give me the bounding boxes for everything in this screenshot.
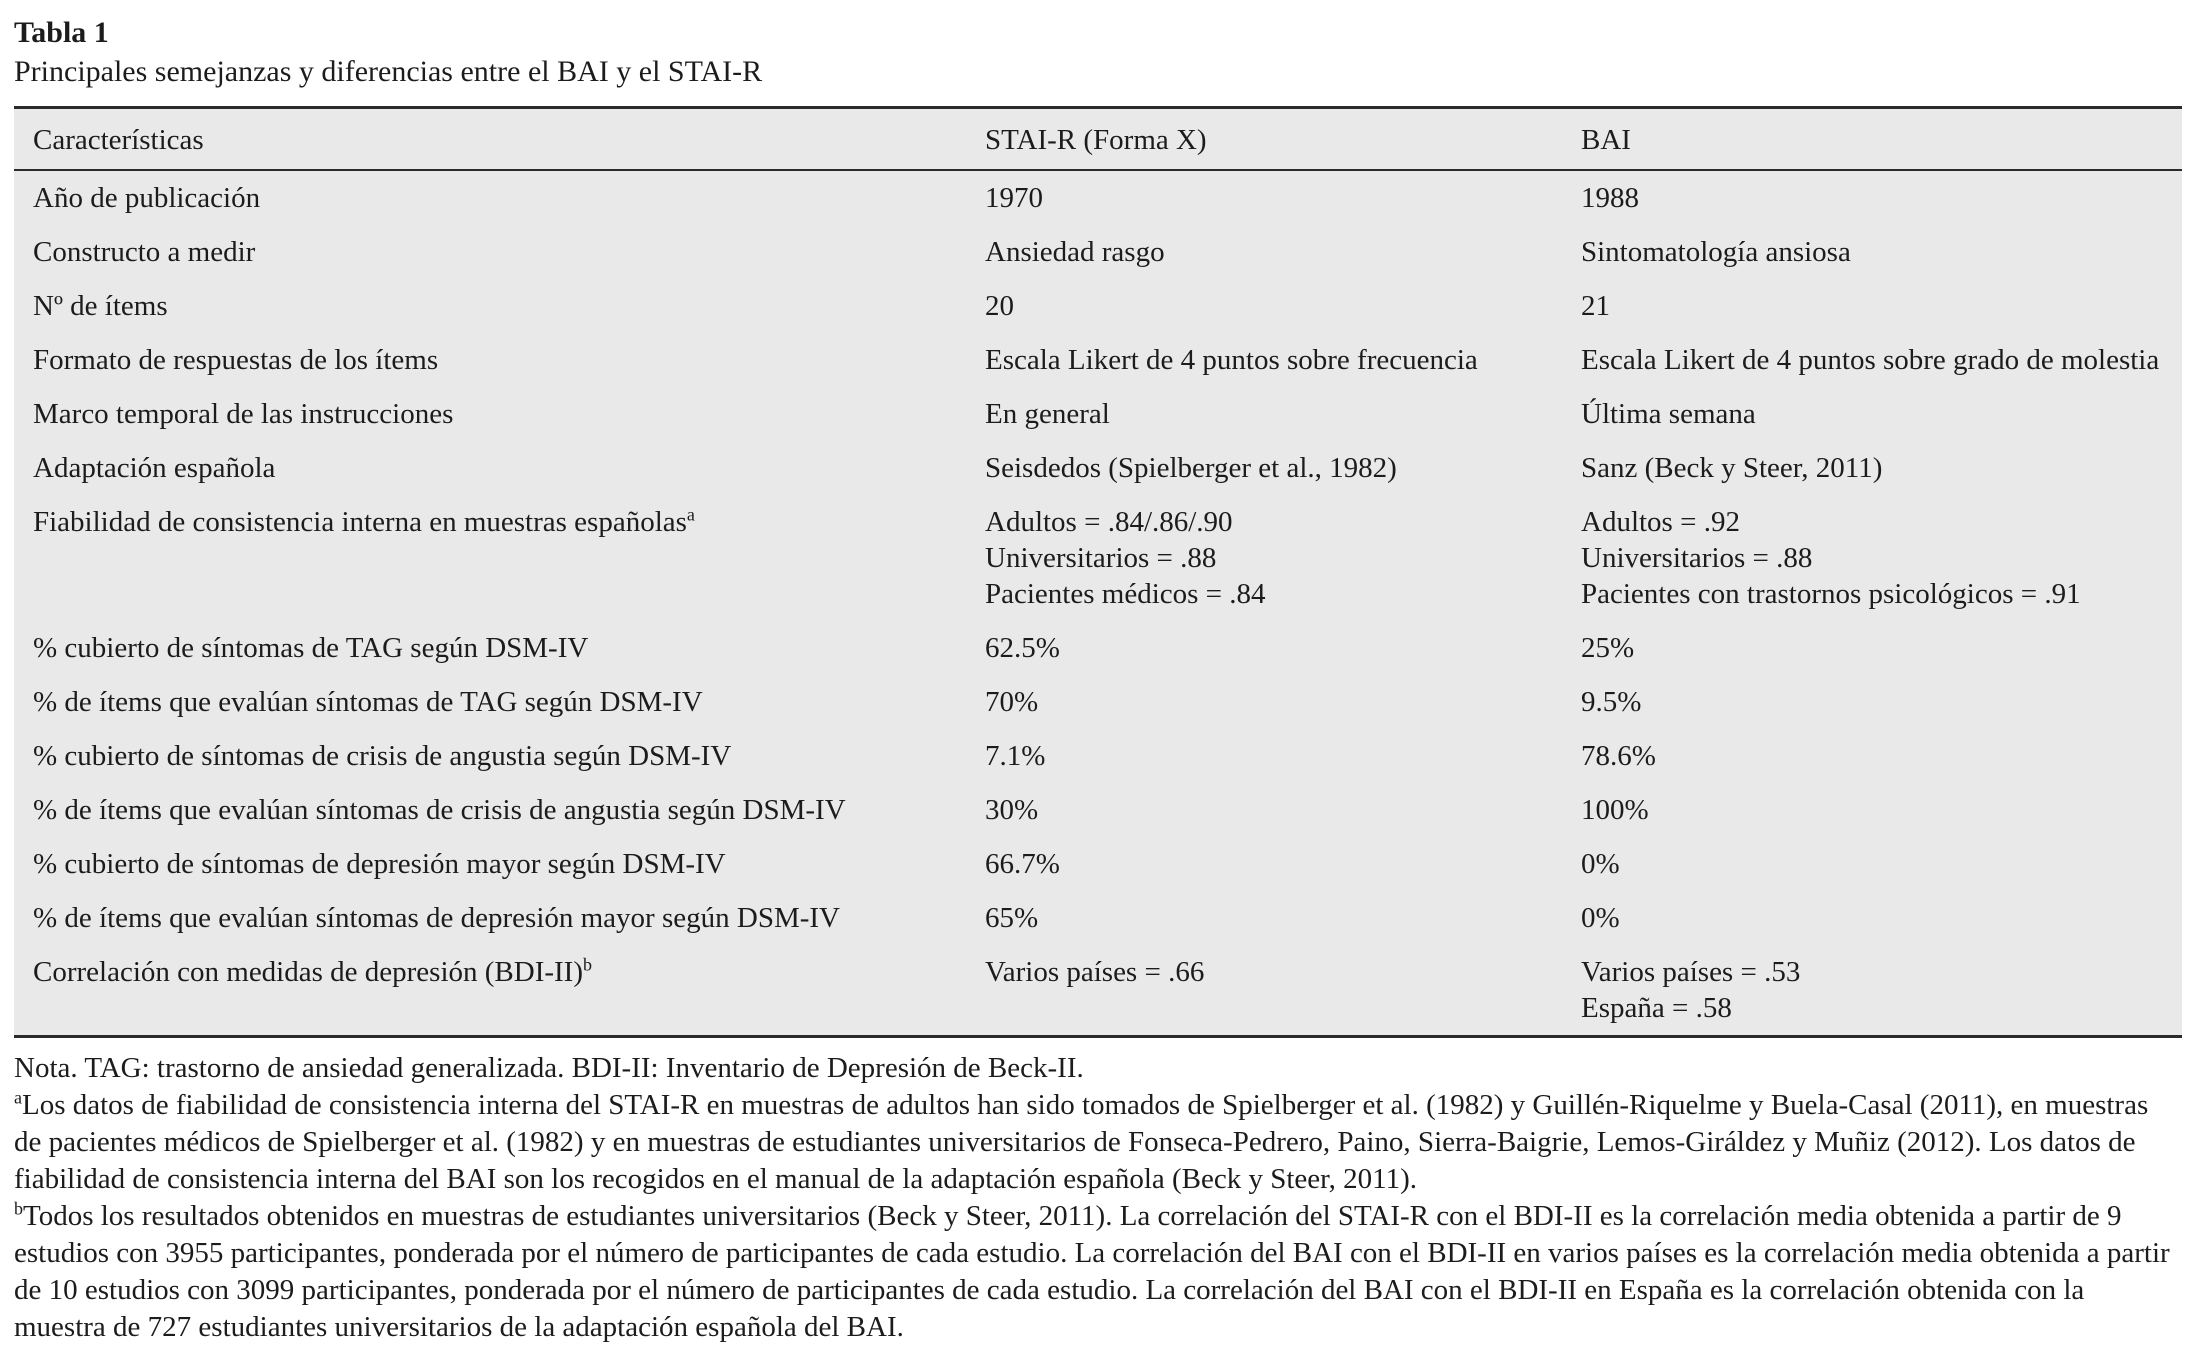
- stai-value: 20: [985, 290, 1014, 322]
- stai-value: 30%: [985, 794, 1039, 826]
- table-row: Nº de ítems 20 21: [14, 279, 2182, 333]
- stai-value: Escala Likert de 4 puntos sobre frecuenc…: [985, 344, 1478, 376]
- row-label-cell: Constructo a medir: [14, 225, 966, 279]
- row-label: % cubierto de síntomas de depresión mayo…: [33, 848, 726, 880]
- bai-value: 21: [1581, 290, 1610, 322]
- note-a-text: Los datos de fiabilidad de consistencia …: [14, 1089, 2149, 1195]
- row-label-cell: Formato de respuestas de los ítems: [14, 333, 966, 387]
- table-row: % de ítems que evalúan síntomas de TAG s…: [14, 675, 2182, 729]
- row-label: Constructo a medir: [33, 236, 256, 268]
- bai-value: 0%: [1581, 848, 1620, 880]
- table-notes: Nota. TAG: trastorno de ansiedad general…: [14, 1050, 2182, 1346]
- row-label: Nº de ítems: [33, 290, 168, 322]
- row-label: Fiabilidad de consistencia interna en mu…: [33, 506, 687, 538]
- bai-value: 9.5%: [1581, 686, 1642, 718]
- row-label-cell: % cubierto de síntomas de crisis de angu…: [14, 729, 966, 783]
- bai-value: Sanz (Beck y Steer, 2011): [1581, 452, 1883, 484]
- table-caption: Principales semejanzas y diferencias ent…: [14, 55, 763, 88]
- row-label: % cubierto de síntomas de crisis de angu…: [33, 740, 732, 772]
- bai-value: 78.6%: [1581, 740, 1656, 772]
- table-row: % de ítems que evalúan síntomas de crisi…: [14, 783, 2182, 837]
- row-label-cell: Nº de ítems: [14, 279, 966, 333]
- row-label-cell: % de ítems que evalúan síntomas de TAG s…: [14, 675, 966, 729]
- row-label-cell: % cubierto de síntomas de TAG según DSM-…: [14, 621, 966, 675]
- footnote-marker-b: b: [14, 1198, 23, 1219]
- stai-value: 7.1%: [985, 740, 1046, 772]
- footnote-marker: b: [583, 954, 592, 975]
- table-row: % cubierto de síntomas de TAG según DSM-…: [14, 621, 2182, 675]
- row-label-cell: Correlación con medidas de depresión (BD…: [14, 945, 966, 1037]
- bai-value: 25%: [1581, 632, 1635, 664]
- table-row: Año de publicación 1970 1988: [14, 170, 2182, 225]
- table-row: Fiabilidad de consistencia interna en mu…: [14, 495, 2182, 621]
- bai-value: Última semana: [1581, 398, 1756, 430]
- table-row: Adaptación española Seisdedos (Spielberg…: [14, 441, 2182, 495]
- bai-value: Sintomatología ansiosa: [1581, 236, 1851, 268]
- bai-value: Varios países = .53 España = .58: [1581, 956, 1801, 1024]
- row-label-cell: Adaptación española: [14, 441, 966, 495]
- header-row: Características STAI-R (Forma X) BAI: [14, 108, 2182, 170]
- row-label: % de ítems que evalúan síntomas de crisi…: [33, 794, 846, 826]
- row-label-cell: % cubierto de síntomas de depresión mayo…: [14, 837, 966, 891]
- table-row: Formato de respuestas de los ítems Escal…: [14, 333, 2182, 387]
- row-label-cell: % de ítems que evalúan síntomas de depre…: [14, 891, 966, 945]
- stai-value: Ansiedad rasgo: [985, 236, 1165, 268]
- stai-value: 66.7%: [985, 848, 1060, 880]
- stai-value: 70%: [985, 686, 1039, 718]
- stai-value: Varios países = .66: [985, 956, 1205, 988]
- stai-value: 62.5%: [985, 632, 1060, 664]
- row-label-cell: Marco temporal de las instrucciones: [14, 387, 966, 441]
- column-header-bai: BAI: [1581, 124, 1631, 156]
- column-header-stai: STAI-R (Forma X): [985, 124, 1207, 156]
- stai-value: 65%: [985, 902, 1039, 934]
- stai-value: Adultos = .84/.86/.90 Universitarios = .…: [985, 506, 1266, 610]
- note-general: Nota. TAG: trastorno de ansiedad general…: [14, 1052, 1084, 1084]
- stai-value: En general: [985, 398, 1110, 430]
- table-title: Tabla 1: [14, 16, 109, 49]
- note-b: bTodos los resultados obtenidos en muest…: [14, 1198, 2182, 1346]
- stai-value: 1970: [985, 182, 1043, 214]
- row-label: % de ítems que evalúan síntomas de TAG s…: [33, 686, 703, 718]
- row-label: Año de publicación: [33, 182, 261, 214]
- row-label: Formato de respuestas de los ítems: [33, 344, 439, 376]
- table-row: Correlación con medidas de depresión (BD…: [14, 945, 2182, 1037]
- footnote-marker-a: a: [14, 1087, 22, 1108]
- row-label: % de ítems que evalúan síntomas de depre…: [33, 902, 840, 934]
- column-header-caracteristicas: Características: [33, 124, 204, 156]
- table-row: % cubierto de síntomas de crisis de angu…: [14, 729, 2182, 783]
- table-row: Marco temporal de las instrucciones En g…: [14, 387, 2182, 441]
- bai-value: 100%: [1581, 794, 1649, 826]
- row-label-cell: Fiabilidad de consistencia interna en mu…: [14, 495, 966, 621]
- note-b-text: Todos los resultados obtenidos en muestr…: [14, 1200, 2170, 1343]
- table-row: % de ítems que evalúan síntomas de depre…: [14, 891, 2182, 945]
- row-label: Adaptación española: [33, 452, 276, 484]
- table-row: Constructo a medir Ansiedad rasgo Sintom…: [14, 225, 2182, 279]
- row-label-cell: Año de publicación: [14, 170, 966, 225]
- bai-value: Adultos = .92 Universitarios = .88 Pacie…: [1581, 506, 2081, 610]
- row-label: Correlación con medidas de depresión (BD…: [33, 956, 583, 988]
- row-label: Marco temporal de las instrucciones: [33, 398, 454, 430]
- bai-value: Escala Likert de 4 puntos sobre grado de…: [1581, 344, 2160, 376]
- row-label: % cubierto de síntomas de TAG según DSM-…: [33, 632, 589, 664]
- bai-value: 0%: [1581, 902, 1620, 934]
- comparison-table: Características STAI-R (Forma X) BAI Año…: [14, 106, 2182, 1038]
- stai-value: Seisdedos (Spielberger et al., 1982): [985, 452, 1397, 484]
- bai-value: 1988: [1581, 182, 1639, 214]
- footnote-marker: a: [686, 504, 695, 525]
- row-label-cell: % de ítems que evalúan síntomas de crisi…: [14, 783, 966, 837]
- note-a: aLos datos de fiabilidad de consistencia…: [14, 1087, 2182, 1198]
- table-row: % cubierto de síntomas de depresión mayo…: [14, 837, 2182, 891]
